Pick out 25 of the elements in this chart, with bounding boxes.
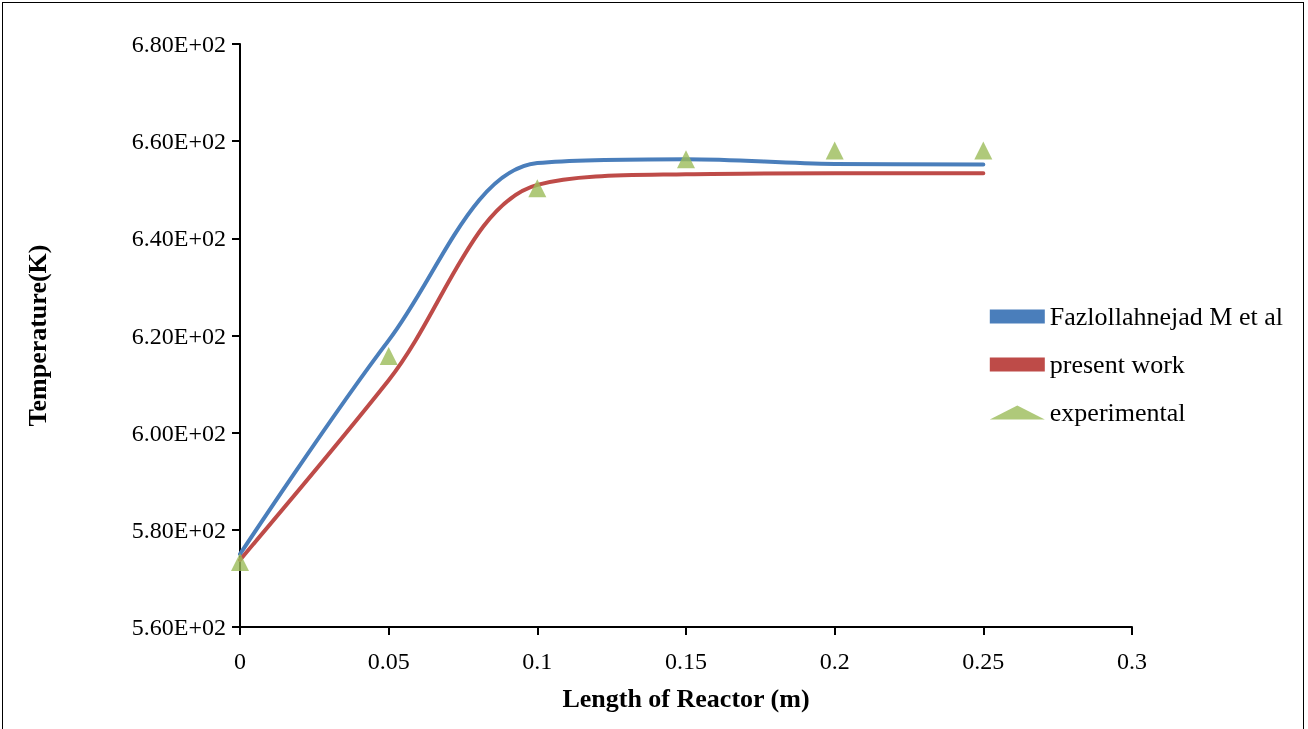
legend-label: present work [1049, 350, 1185, 379]
x-tick-label: 0 [234, 648, 246, 674]
x-tick-label: 0.2 [819, 648, 850, 674]
x-tick-label: 0.1 [522, 648, 553, 674]
y-axis-title: Temperature(K) [22, 244, 52, 427]
y-tick-label: 5.80E+02 [131, 516, 226, 543]
point [974, 141, 993, 160]
x-axis-title: Length of Reactor (m) [562, 683, 810, 713]
x-tick-label: 0.15 [665, 648, 707, 674]
y-tick-label: 6.40E+02 [131, 225, 226, 252]
legend-label: Fazlollahnejad M et al [1049, 302, 1283, 331]
y-tick-label: 6.80E+02 [131, 31, 226, 57]
y-tick-label: 6.20E+02 [131, 322, 226, 349]
point [528, 179, 547, 198]
point [379, 346, 398, 365]
point [231, 552, 249, 571]
x-tick-label: 0.3 [1117, 648, 1147, 674]
y-tick-label: 6.60E+02 [131, 128, 226, 155]
point [825, 141, 844, 160]
y-tick-label: 5.60E+02 [131, 614, 226, 640]
x-tick-label: 0.25 [962, 648, 1005, 674]
x-tick-label: 0.05 [367, 648, 410, 674]
y-tick-label: 6.00E+02 [131, 419, 226, 446]
point [677, 150, 695, 169]
legend-label: experimental [1049, 398, 1186, 427]
